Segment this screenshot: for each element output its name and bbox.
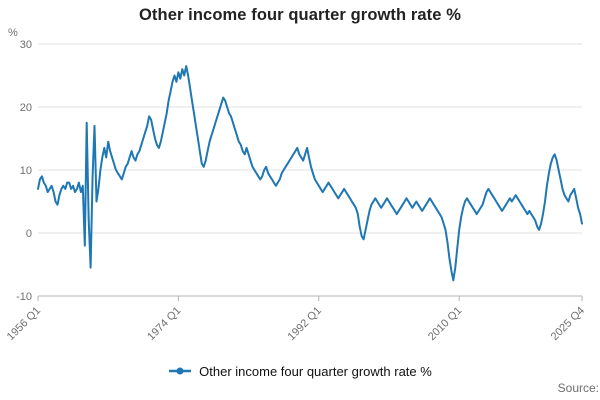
x-tick-label: 1992 Q1 bbox=[286, 305, 324, 343]
legend-label: Other income four quarter growth rate % bbox=[199, 363, 432, 379]
y-tick-label: -10 bbox=[16, 291, 32, 303]
chart-title: Other income four quarter growth rate % bbox=[138, 6, 462, 24]
source-text: Source: bbox=[557, 381, 599, 395]
legend-line-marker bbox=[169, 367, 192, 375]
y-tick-label: 20 bbox=[20, 102, 32, 114]
y-axis-unit-label: % bbox=[8, 27, 18, 39]
y-tick-label: 0 bbox=[26, 228, 32, 240]
y-tick-label: 30 bbox=[20, 39, 32, 51]
legend[interactable]: Other income four quarter growth rate % bbox=[0, 361, 600, 381]
x-tick-label: 1974 Q1 bbox=[145, 305, 183, 343]
x-tick-label: 1956 Q1 bbox=[5, 305, 43, 343]
y-tick-label: 10 bbox=[20, 165, 32, 177]
x-tick-label: 2010 Q1 bbox=[426, 305, 464, 343]
x-tick-label: 2025 Q4 bbox=[549, 305, 587, 343]
data-line bbox=[37, 65, 583, 282]
